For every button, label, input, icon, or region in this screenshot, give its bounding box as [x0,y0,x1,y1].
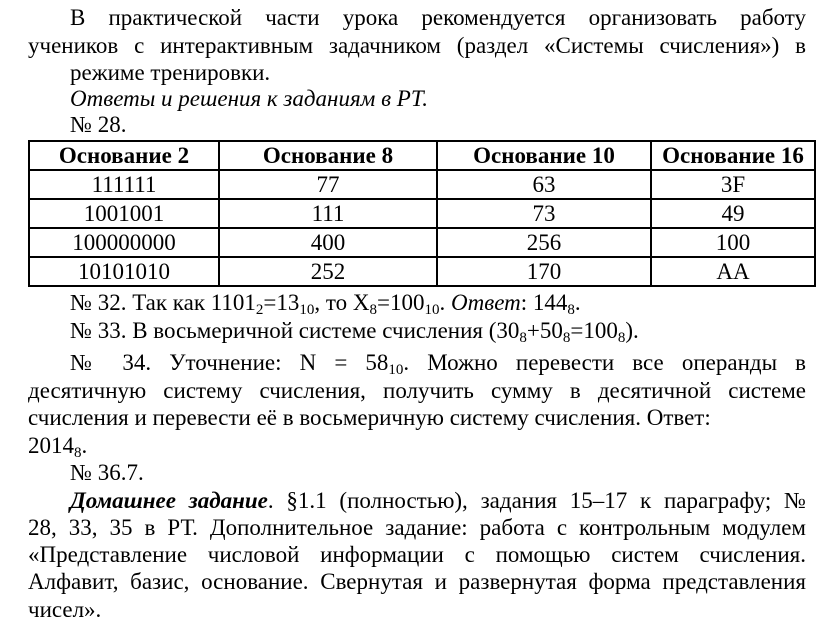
cell: 77 [218,169,438,200]
text-line: учеников с интерактивным задачником (раз… [28,33,806,58]
answers-heading: Ответы и решения к заданиям в РТ. [70,86,428,111]
text-line: В практической части урока рекомендуется… [70,5,806,30]
cell: 111 [218,198,438,229]
cell: 170 [436,256,652,287]
task-34-line: 20148. [28,433,88,461]
task-number: № 36.7. [70,460,144,485]
table-row: 1001001 111 73 49 [28,198,816,229]
cell: 111111 [28,169,220,200]
homework-line: 28, 33, 35 в РТ. Дополнительное задание:… [28,515,806,540]
column-header: Основание 2 [28,140,220,171]
table-row: 10101010 252 170 AA [28,256,816,287]
task-32: № 32. Так как 11012=1310, то X8=10010. О… [70,290,581,318]
cell: 49 [650,198,816,229]
text-line: режиме тренировки. [70,60,271,85]
cell: AA [650,256,816,287]
table-header-row: Основание 2 Основание 8 Основание 10 Осн… [28,140,816,171]
homework-line: Алфавит, базис, основание. Свернутая и р… [28,569,806,594]
cell: 100 [650,227,816,258]
homework-line: «Представление числовой информации с пом… [28,542,806,567]
cell: 73 [436,198,652,229]
task-34-line: № 34. Уточнение: N = 5810. Можно перевес… [70,350,806,378]
column-header: Основание 8 [218,140,438,171]
column-header: Основание 16 [650,140,816,171]
cell: 100000000 [28,227,220,258]
task-34-line: десятичную систему счисления, получить с… [28,378,806,403]
homework-line: чисел». [28,597,102,622]
homework-line: Домашнее задание. §1.1 (полностью), зада… [70,488,806,513]
task-number: № 28. [70,112,127,137]
number-systems-table: Основание 2 Основание 8 Основание 10 Осн… [28,140,816,287]
cell: 256 [436,227,652,258]
cell: 400 [218,227,438,258]
column-header: Основание 10 [436,140,652,171]
task-34-line: счисления и перевести её в восьмеричную … [28,405,711,430]
cell: 1001001 [28,198,220,229]
cell: 3F [650,169,816,200]
task-33: № 33. В восьмеричной системе счисления (… [70,318,639,346]
table-row: 111111 77 63 3F [28,169,816,200]
cell: 10101010 [28,256,220,287]
table-row: 100000000 400 256 100 [28,227,816,258]
cell: 252 [218,256,438,287]
cell: 63 [436,169,652,200]
